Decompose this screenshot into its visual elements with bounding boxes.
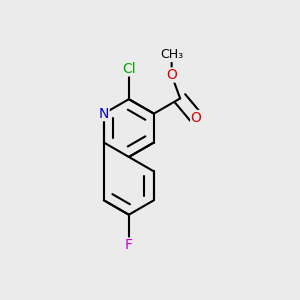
Text: CH₃: CH₃ [160,49,183,62]
Text: Cl: Cl [122,62,136,76]
Text: O: O [166,68,177,82]
Text: F: F [125,238,133,252]
Text: O: O [191,110,202,124]
Text: N: N [99,106,109,121]
